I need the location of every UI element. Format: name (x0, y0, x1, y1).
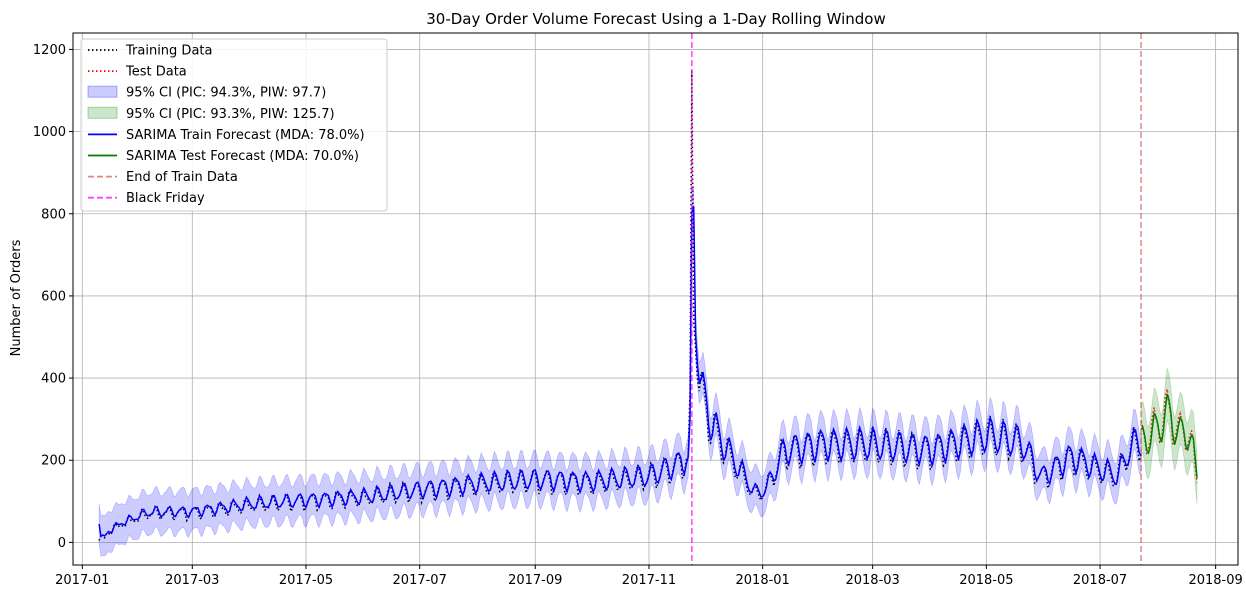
x-tick-label-9: 2018-07 (1073, 573, 1127, 588)
grid-lines (73, 33, 1238, 565)
plot-area (98, 33, 1198, 565)
legend-box (80, 38, 388, 212)
legend-item-black-friday: Black Friday (88, 191, 205, 206)
legend-item-training: Training Data (88, 44, 212, 59)
train-forecast-line (98, 205, 1142, 538)
legend-item-train-ci: 95% CI (PIC: 94.3%, PIW: 97.7) (87, 85, 326, 101)
y-tick-label-2: 400 (41, 372, 66, 387)
x-tick-label-7: 2018-03 (845, 573, 899, 588)
chart-title: 30-Day Order Volume Forecast Using a 1-D… (426, 10, 886, 28)
y-tick-label-6: 1200 (33, 43, 66, 58)
legend-swatch (87, 106, 118, 119)
y-tick-label-0: 0 (58, 536, 66, 551)
test-confidence-band (1140, 368, 1198, 504)
legend-swatch (87, 85, 118, 98)
x-tick-label-10: 2018-09 (1188, 573, 1242, 588)
y-tick-label-3: 600 (41, 289, 66, 304)
legend-item-end-of-train: End of Train Data (88, 170, 238, 185)
x-tick-label-8: 2018-05 (959, 573, 1013, 588)
x-tick-label-5: 2017-11 (622, 573, 676, 588)
axis-ticks: 2017-01 2017-03 2017-05 2017-07 2017-09 2017-… (33, 43, 1243, 588)
legend-label: Black Friday (126, 191, 205, 206)
legend-label: SARIMA Train Forecast (MDA: 78.0%) (126, 128, 365, 143)
x-tick-label-1: 2017-03 (165, 573, 219, 588)
legend-label: Training Data (125, 44, 212, 59)
y-tick-label-5: 1000 (33, 125, 66, 140)
x-tick-label-6: 2018-01 (736, 573, 790, 588)
legend: Training Data Test Data 95% CI (PIC: 94.3%… (80, 38, 388, 212)
test-forecast-line (1140, 393, 1198, 478)
y-tick-label-1: 200 (41, 454, 66, 469)
train-confidence-band (98, 185, 1142, 558)
x-tick-label-0: 2017-01 (55, 573, 109, 588)
legend-item-train-forecast: SARIMA Train Forecast (MDA: 78.0%) (88, 128, 365, 143)
plot-border (72, 32, 1239, 566)
y-tick-label-4: 800 (41, 207, 66, 222)
y-axis-label: Number of Orders (9, 239, 24, 356)
x-tick-label-4: 2017-09 (508, 573, 562, 588)
legend-label: Test Data (125, 65, 187, 80)
x-tick-label-2: 2017-05 (279, 573, 333, 588)
legend-item-test-ci: 95% CI (PIC: 93.3%, PIW: 125.7) (87, 106, 335, 122)
legend-item-test: Test Data (88, 65, 187, 80)
axes-frame (72, 32, 1239, 566)
legend-label: 95% CI (PIC: 94.3%, PIW: 97.7) (126, 86, 326, 101)
legend-label: SARIMA Test Forecast (MDA: 70.0%) (126, 149, 359, 164)
x-tick-label-3: 2017-07 (393, 573, 447, 588)
legend-item-test-forecast: SARIMA Test Forecast (MDA: 70.0%) (88, 149, 359, 164)
legend-label: End of Train Data (126, 170, 238, 185)
legend-label: 95% CI (PIC: 93.3%, PIW: 125.7) (126, 107, 335, 122)
